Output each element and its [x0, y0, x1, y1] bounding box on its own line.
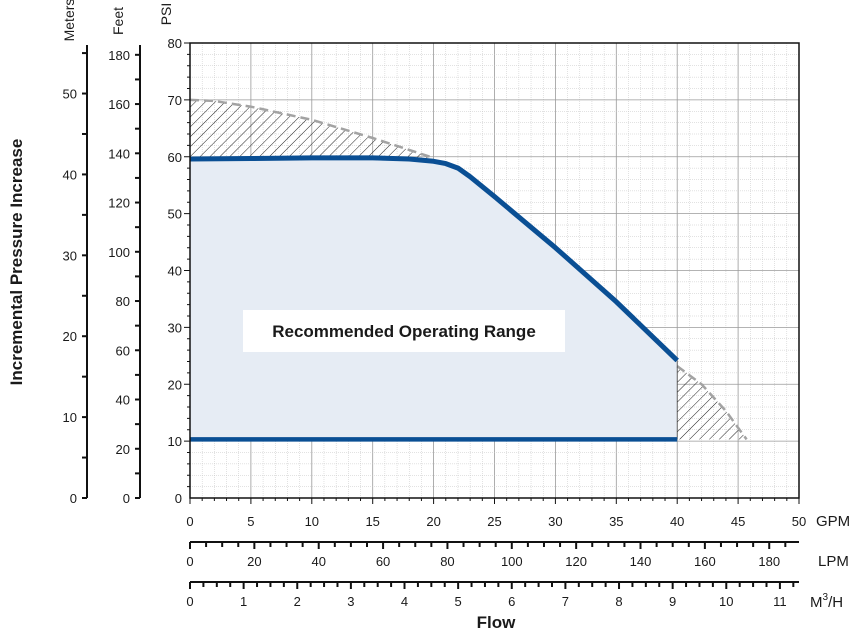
gpm-tick-label: 50 — [792, 514, 806, 529]
pump-curve-line — [189, 155, 679, 363]
max-pressure-hatch — [190, 99, 434, 162]
psi-tick-label: 70 — [168, 93, 182, 108]
gpm-tick-label: 10 — [305, 514, 319, 529]
psi-tick-label: 60 — [168, 150, 182, 165]
gpm-tick-label: 35 — [609, 514, 623, 529]
gpm-unit-label: GPM — [816, 513, 850, 530]
m3h-tick-label: 10 — [719, 594, 733, 609]
lpm-tick-label: 60 — [376, 554, 390, 569]
lpm-tick-label: 120 — [565, 554, 587, 569]
m3h-unit-label: M3/H — [810, 592, 843, 611]
x-axis-label: Flow — [477, 613, 516, 632]
psi-tick-label: 40 — [168, 264, 182, 279]
annotation-box — [243, 310, 565, 352]
feet-tick-label: 20 — [116, 442, 130, 457]
gpm-tick-label: 15 — [365, 514, 379, 529]
feet-tick-label: 120 — [108, 196, 130, 211]
meters-tick-label: 10 — [63, 410, 77, 425]
operating-range-area — [190, 157, 678, 440]
lpm-tick-label: 0 — [186, 554, 193, 569]
meters-tick-label: 50 — [63, 87, 77, 102]
max-pressure-dashed-curve — [189, 98, 434, 160]
psi-tick-label: 80 — [168, 36, 182, 51]
performance-curves — [189, 98, 748, 442]
feet-tick-label: 180 — [108, 48, 130, 63]
m3h-tick-label: 11 — [773, 594, 787, 609]
m3h-tick-label: 3 — [347, 594, 354, 609]
meters-tick-label: 0 — [70, 491, 77, 506]
gpm-tick-label: 45 — [731, 514, 745, 529]
meters-tick-label: 20 — [63, 329, 77, 344]
m3h-tick-label: 7 — [562, 594, 569, 609]
feet-tick-label: 0 — [123, 491, 130, 506]
lpm-tick-label: 140 — [630, 554, 652, 569]
runout-hatch — [677, 366, 747, 440]
psi-tick-label: 50 — [168, 207, 182, 222]
meters-tick-label: 30 — [63, 248, 77, 263]
gpm-tick-label: 20 — [426, 514, 440, 529]
psi-tick-label: 20 — [168, 377, 182, 392]
lpm-unit-label: LPM — [818, 553, 849, 570]
runout-dashed-curve — [676, 365, 748, 441]
gpm-tick-label: 25 — [487, 514, 501, 529]
feet-tick-label: 60 — [116, 343, 130, 358]
m3h-tick-label: 0 — [186, 594, 193, 609]
feet-tick-label: 40 — [116, 393, 130, 408]
lpm-tick-label: 20 — [247, 554, 261, 569]
y-axis-label: Incremental Pressure Increase — [7, 139, 26, 386]
feet-tick-label: 140 — [108, 146, 130, 161]
lpm-tick-label: 100 — [501, 554, 523, 569]
feet-tick-label: 80 — [116, 294, 130, 309]
m3h-tick-label: 8 — [615, 594, 622, 609]
lpm-tick-label: 40 — [311, 554, 325, 569]
m3h-tick-label: 9 — [669, 594, 676, 609]
psi-tick-label: 10 — [168, 434, 182, 449]
gpm-tick-label: 0 — [186, 514, 193, 529]
m3h-tick-label: 6 — [508, 594, 515, 609]
lpm-tick-label: 160 — [694, 554, 716, 569]
feet-tick-label: 160 — [108, 97, 130, 112]
operating-range-fill — [190, 157, 678, 440]
m3h-tick-label: 1 — [240, 594, 247, 609]
hatched-regions — [190, 99, 747, 440]
m3h-tick-label: 2 — [294, 594, 301, 609]
lpm-tick-label: 180 — [758, 554, 780, 569]
lpm-tick-label: 80 — [440, 554, 454, 569]
meters-tick-label: 40 — [63, 167, 77, 182]
gpm-tick-label: 30 — [548, 514, 562, 529]
psi-tick-label: 30 — [168, 320, 182, 335]
axes: 0102030405060708002040608010012014016018… — [63, 36, 807, 609]
m3h-tick-label: 5 — [455, 594, 462, 609]
feet-tick-label: 100 — [108, 245, 130, 260]
m3h-tick-label: 4 — [401, 594, 408, 609]
psi-unit-label: PSI — [158, 3, 174, 26]
annotation-label: Recommended Operating Range — [272, 322, 536, 341]
psi-tick-label: 0 — [175, 491, 182, 506]
meters-unit-label: Meters — [61, 0, 77, 41]
feet-unit-label: Feet — [110, 7, 126, 35]
gpm-tick-label: 5 — [247, 514, 254, 529]
gpm-tick-label: 40 — [670, 514, 684, 529]
